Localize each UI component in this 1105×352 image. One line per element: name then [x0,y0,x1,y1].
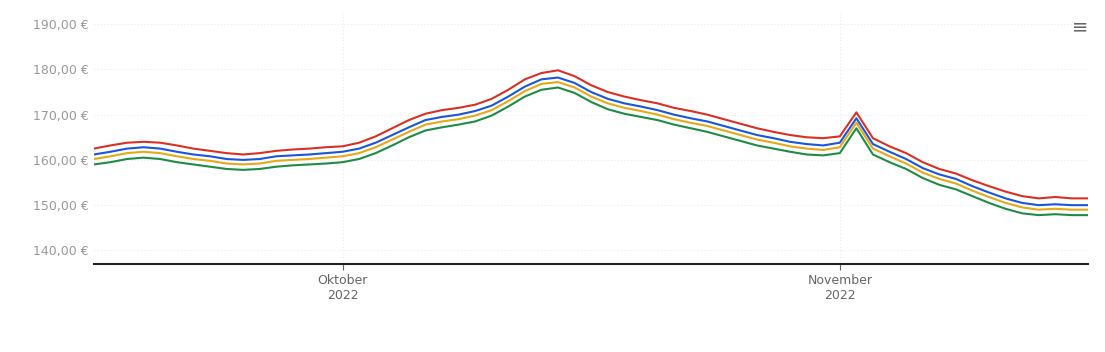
Text: ≡: ≡ [1072,18,1088,37]
